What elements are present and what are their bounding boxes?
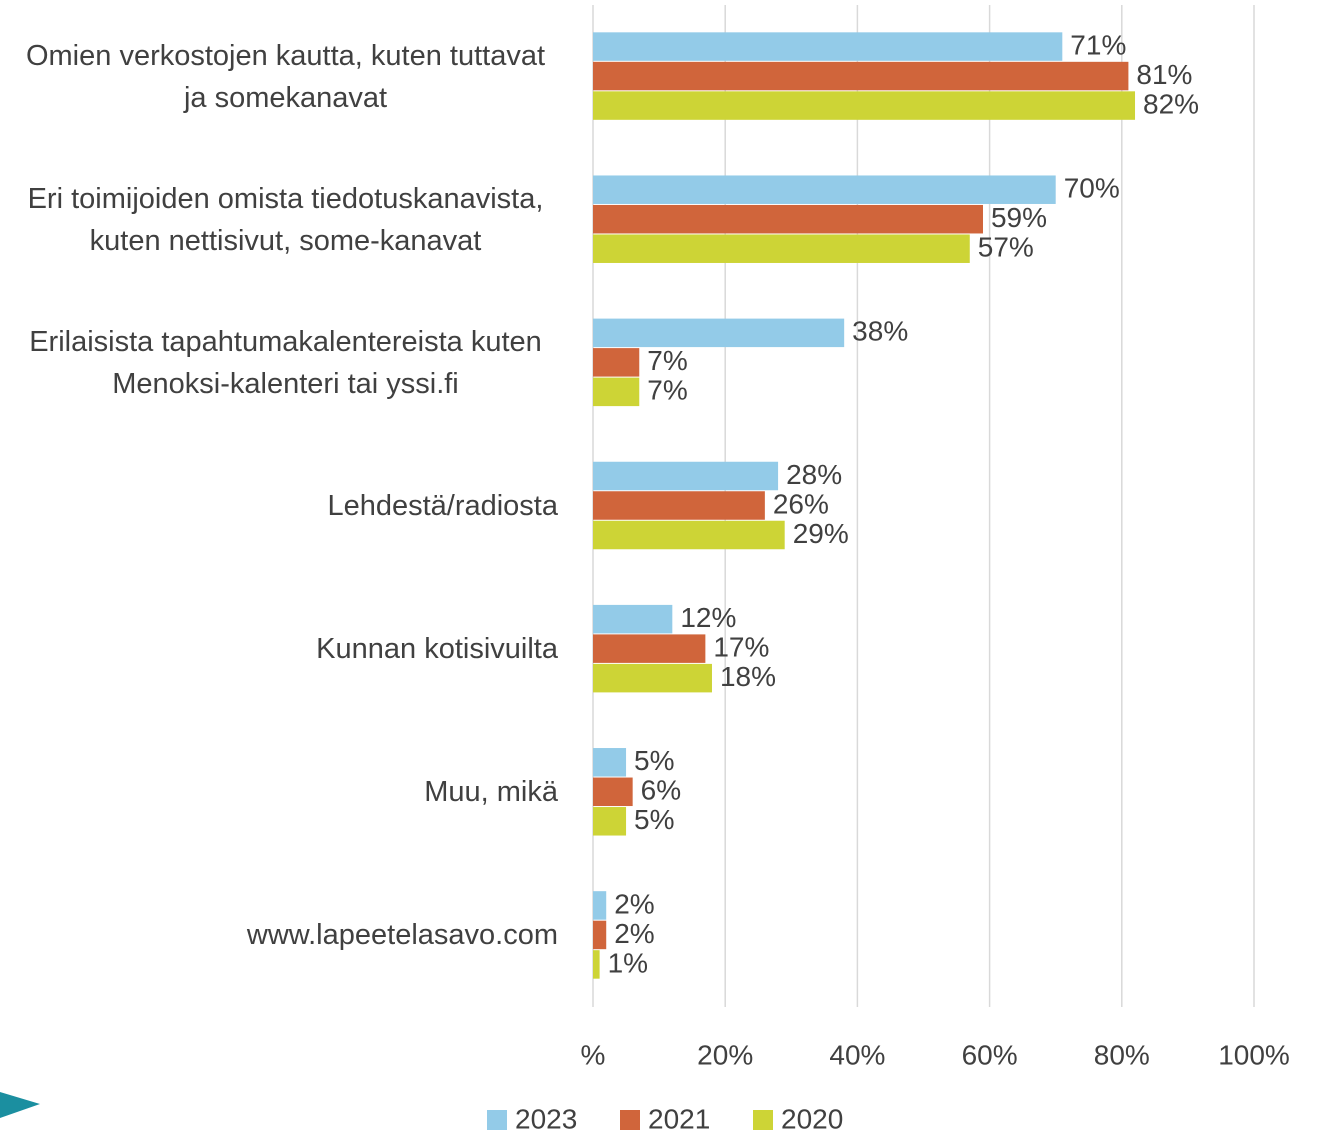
data-label: 5%: [634, 804, 674, 835]
bar: [593, 348, 640, 377]
data-label: 18%: [720, 661, 776, 692]
logo-fragment: [0, 1092, 40, 1118]
x-tick-label: %: [581, 1039, 606, 1070]
bar: [593, 377, 640, 407]
category-label: Muu, mikä: [424, 776, 558, 809]
x-tick-label: 60%: [962, 1039, 1018, 1070]
data-label: 6%: [641, 775, 681, 806]
bar: [593, 61, 1129, 91]
data-label: 29%: [793, 518, 849, 549]
bar: [593, 604, 673, 634]
bar: [593, 920, 607, 950]
data-label: 17%: [713, 632, 769, 663]
category-label: Erilaisista tapahtumakalentereista kuten…: [29, 325, 542, 400]
data-label: 26%: [773, 488, 829, 519]
data-label: 81%: [1136, 59, 1192, 90]
data-label: 1%: [608, 947, 648, 978]
legend-swatch: [753, 1110, 773, 1130]
bar: [593, 663, 712, 693]
data-label: 38%: [852, 316, 908, 347]
data-label: 7%: [647, 345, 687, 376]
data-label: 28%: [786, 459, 842, 490]
category-label: Lehdestä/radiosta: [327, 490, 558, 522]
x-tick-label: 80%: [1094, 1039, 1150, 1070]
legend-label: 2023: [515, 1103, 577, 1134]
bar: [593, 461, 779, 491]
bar: [593, 204, 983, 234]
data-label: 2%: [614, 888, 654, 919]
bar: [593, 777, 633, 807]
legend-label: 2020: [781, 1103, 843, 1134]
data-label: 7%: [647, 375, 687, 406]
bar: [593, 175, 1056, 204]
data-label: 82%: [1143, 88, 1199, 119]
bar: [593, 807, 627, 836]
category-label: Eri toimijoiden omista tiedotuskanavista…: [27, 182, 544, 257]
data-label: 57%: [978, 232, 1034, 263]
category-label: Kunnan kotisivuilta: [316, 633, 558, 666]
legend-label: 2021: [648, 1103, 710, 1134]
bar: [593, 32, 1063, 61]
bar: [593, 91, 1136, 120]
bar: [593, 234, 970, 263]
category-label: Omien verkostojen kautta, kuten tuttavat…: [25, 39, 546, 114]
bar: [593, 950, 600, 979]
bar: [593, 318, 845, 348]
legend-swatch: [487, 1110, 507, 1130]
data-label: 5%: [634, 745, 674, 776]
bar: [593, 491, 765, 520]
x-tick-label: 40%: [829, 1039, 885, 1070]
category-label: www.lapeetelasavo.com: [246, 919, 558, 952]
data-label: 2%: [614, 918, 654, 949]
data-label: 71%: [1070, 29, 1126, 60]
x-tick-label: 20%: [697, 1039, 753, 1070]
data-label: 70%: [1064, 173, 1120, 204]
bar: [593, 634, 706, 663]
data-label: 12%: [680, 602, 736, 633]
bar: [593, 520, 785, 550]
bar: [593, 891, 607, 920]
legend-swatch: [620, 1110, 640, 1130]
bar: [593, 748, 627, 777]
data-label: 59%: [991, 202, 1047, 233]
x-tick-label: 100%: [1218, 1039, 1290, 1070]
